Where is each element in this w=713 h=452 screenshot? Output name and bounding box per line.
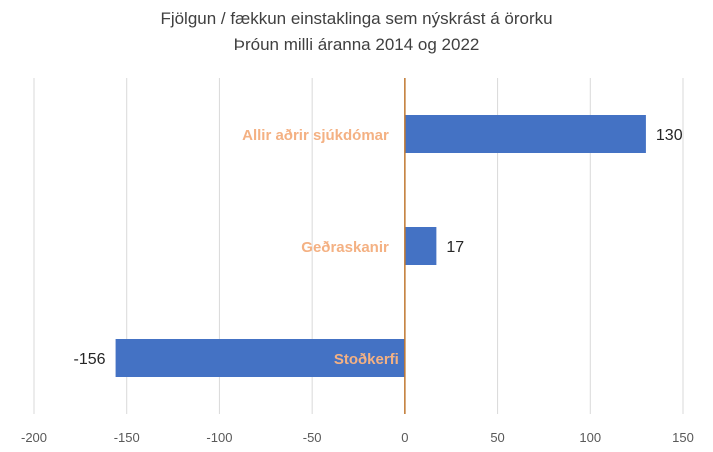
category-label: Stoðkerfi [334,351,399,368]
chart-title-line-2: Þróun milli áranna 2014 og 2022 [233,35,480,54]
x-tick-label: 50 [490,430,504,445]
data-label: 130 [656,127,683,144]
x-tick-label: -200 [21,430,47,445]
bar-0 [404,115,646,153]
category-label: Geðraskanir [301,239,389,256]
x-tick-label: 0 [401,430,408,445]
data-label: 17 [446,239,464,256]
category-label: Allir aðrir sjúkdómar [242,127,389,144]
x-tick-label: 100 [579,430,601,445]
x-tick-label: 150 [672,430,694,445]
chart-title-line-1: Fjölgun / fækkun einstaklinga sem nýskrá… [160,9,553,28]
bar-1 [404,227,437,265]
x-tick-label: -100 [206,430,232,445]
data-label: -156 [74,351,106,368]
bar-2 [115,339,405,377]
x-tick-label: -150 [114,430,140,445]
x-tick-label: -50 [303,430,322,445]
